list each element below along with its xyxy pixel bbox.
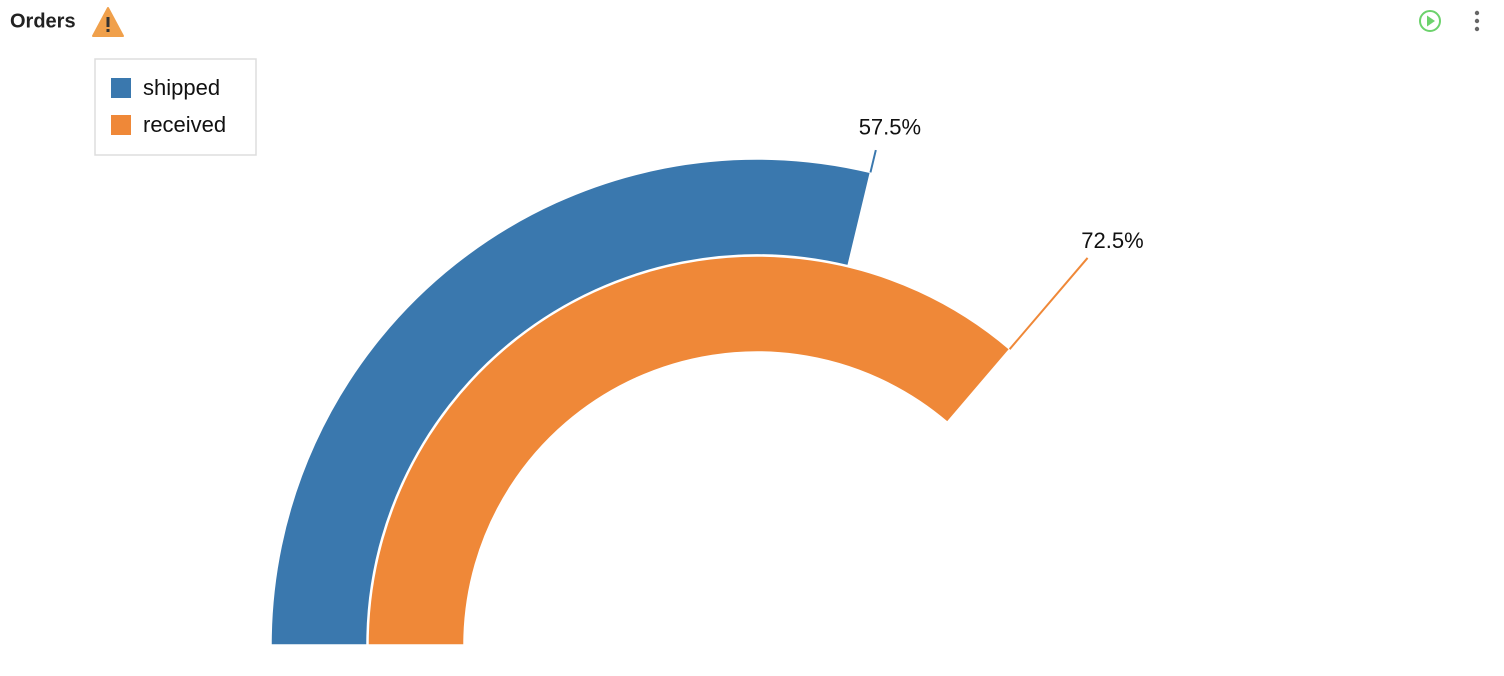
leader-line bbox=[1008, 257, 1089, 350]
widget-title: Orders bbox=[10, 10, 76, 32]
plot: 57.5% 72.5% bbox=[270, 115, 1144, 646]
leader-line bbox=[869, 149, 877, 173]
legend-label: shipped bbox=[143, 75, 220, 100]
legend-swatch bbox=[111, 115, 131, 135]
gauge-bar bbox=[270, 158, 872, 646]
warning-icon bbox=[92, 7, 124, 37]
legend: shipped received bbox=[111, 75, 226, 137]
run-button[interactable] bbox=[1419, 10, 1441, 32]
menu-button[interactable] bbox=[1474, 10, 1480, 32]
legend-box bbox=[94, 58, 257, 156]
legend-label: received bbox=[143, 112, 226, 137]
gauge-bar bbox=[367, 255, 1011, 646]
data-label: 72.5% bbox=[1081, 228, 1143, 253]
legend-swatch bbox=[111, 78, 131, 98]
data-label: 57.5% bbox=[859, 115, 921, 140]
